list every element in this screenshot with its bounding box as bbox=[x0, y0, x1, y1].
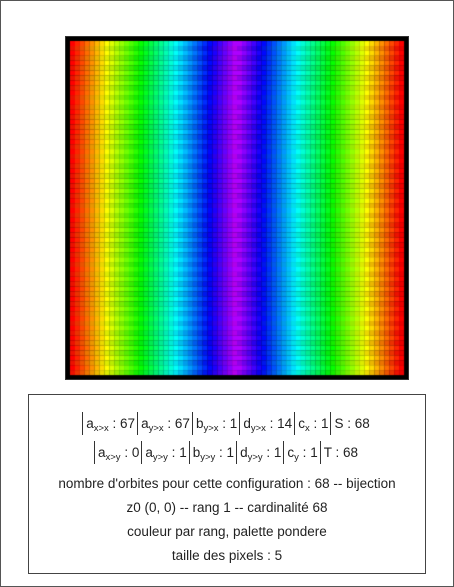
parameter-separator: : bbox=[108, 416, 121, 431]
parameter-symbol: T bbox=[323, 445, 332, 460]
parameter-separator: : bbox=[163, 416, 175, 431]
parameter-value: 14 bbox=[277, 416, 293, 431]
z0-rank-text: z0 (0, 0) -- rang 1 -- cardinalité 68 bbox=[126, 500, 328, 515]
parameter-symbol: c bbox=[298, 416, 305, 431]
parameter-symbol: a bbox=[145, 445, 153, 460]
orbit-count-text: nombre d'orbites pour cette configuratio… bbox=[58, 476, 396, 491]
parameter-value: 1 bbox=[179, 445, 187, 460]
parameter-b-ytoy: by>y : 1 bbox=[188, 441, 236, 464]
parameter-value: 0 bbox=[131, 445, 140, 460]
parameter-symbol: a bbox=[86, 416, 94, 431]
parameter-a-xtox: ax>x : 67 bbox=[82, 412, 137, 435]
parameter-d-ytoy: dy>y : 1 bbox=[236, 441, 283, 464]
parameter-value: 67 bbox=[120, 416, 136, 431]
parameter-a-ytox: ay>x : 67 bbox=[137, 412, 192, 435]
parameter-symbol: d bbox=[240, 445, 248, 460]
orbit-pixel-grid bbox=[66, 37, 408, 379]
parameter-symbol: a bbox=[97, 445, 106, 460]
parameter-value: 1 bbox=[320, 416, 329, 431]
parameter-subscript: y>y bbox=[247, 452, 263, 463]
parameter-symbol: b bbox=[195, 416, 204, 431]
parameter-value: 1 bbox=[226, 445, 235, 460]
parameter-separator: : bbox=[298, 445, 311, 460]
parameter-subscript: y>x bbox=[203, 423, 219, 434]
parameter-T: T : 68 bbox=[319, 441, 360, 464]
parameter-separator: : bbox=[343, 416, 355, 431]
orbit-image bbox=[65, 36, 409, 380]
parameter-subscript: x bbox=[304, 423, 310, 434]
parameter-c-x: cx : 1 bbox=[294, 412, 330, 435]
parameter-separator: : bbox=[262, 445, 274, 460]
parameter-row-1: ax>x : 67 ay>x : 67 by>x : 1 dy>x : 14 cx : … bbox=[29, 412, 425, 436]
parameter-separator: : bbox=[215, 445, 227, 460]
parameter-subscript: y bbox=[294, 452, 299, 463]
parameter-separator: : bbox=[120, 445, 132, 460]
parameter-separator: : bbox=[309, 416, 321, 431]
parameter-separator: : bbox=[331, 445, 343, 460]
parameter-separator: : bbox=[218, 416, 230, 431]
parameter-a-ytoy: ay>y : 1 bbox=[141, 441, 188, 464]
parameter-subscript: x>y bbox=[105, 452, 121, 463]
parameter-c-y: cy : 1 bbox=[283, 441, 319, 464]
parameter-value: 68 bbox=[342, 445, 359, 460]
parameter-a-xtoy: ax>y : 0 bbox=[93, 441, 141, 464]
parameter-value: 67 bbox=[174, 416, 190, 431]
parameter-b-ytox: by>x : 1 bbox=[191, 412, 239, 435]
info-panel: ax>x : 67 ay>x : 67 by>x : 1 dy>x : 14 cx : … bbox=[28, 394, 426, 574]
parameter-S: S : 68 bbox=[330, 412, 371, 435]
pixel-size-text: taille des pixels : 5 bbox=[171, 548, 283, 563]
parameter-subscript: x>x bbox=[93, 423, 109, 434]
parameter-d-ytox: dy>x : 14 bbox=[239, 412, 294, 435]
parameter-symbol: c bbox=[287, 445, 295, 460]
parameter-symbol: S bbox=[334, 416, 344, 431]
parameter-subscript: y>x bbox=[250, 423, 266, 434]
parameter-subscript: y>x bbox=[148, 423, 164, 434]
parameter-separator: : bbox=[265, 416, 278, 431]
parameter-value: 1 bbox=[310, 445, 318, 460]
parameter-subscript: y>y bbox=[152, 452, 168, 463]
parameter-value: 1 bbox=[273, 445, 282, 460]
parameter-separator: : bbox=[167, 445, 180, 460]
parameter-value: 1 bbox=[229, 416, 238, 431]
parameter-symbol: a bbox=[141, 416, 149, 431]
parameter-symbol: d bbox=[243, 416, 251, 431]
parameter-subscript: y>y bbox=[200, 452, 216, 463]
parameter-value: 68 bbox=[354, 416, 370, 431]
coloring-text: couleur par rang, palette pondere bbox=[127, 524, 327, 539]
parameter-symbol: b bbox=[192, 445, 201, 460]
